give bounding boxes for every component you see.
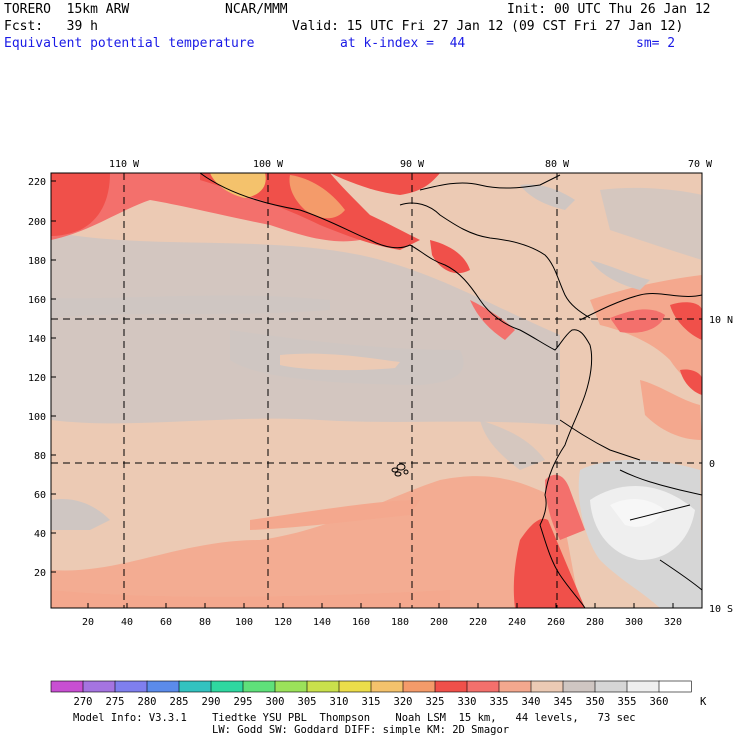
init-time: Init: 00 UTC Thu 26 Jan 12: [507, 2, 711, 17]
colorbar-unit: K: [700, 696, 707, 708]
x-tick-label: 220: [469, 617, 487, 628]
x-tick-label: 320: [664, 617, 682, 628]
x-tick-label: 80: [199, 617, 211, 628]
valid-time: Valid: 15 UTC Fri 27 Jan 12 (09 CST Fri …: [292, 19, 684, 34]
field-name: Equivalent potential temperature: [4, 36, 255, 51]
colorbar-swatch: [178, 680, 212, 693]
grid-lines: [51, 173, 702, 608]
theta-e-field: [51, 173, 702, 608]
x-tick-label: 180: [391, 617, 409, 628]
colorbar-label: 345: [554, 696, 573, 708]
colorbar-label: 315: [362, 696, 381, 708]
colorbar: [50, 680, 692, 693]
colorbar-swatch: [434, 680, 468, 693]
lat-label: 10 S: [709, 604, 733, 615]
colorbar-swatch: [466, 680, 500, 693]
colorbar-swatch: [338, 680, 372, 693]
colorbar-label: 310: [330, 696, 349, 708]
x-axis-ticks: [87, 603, 674, 608]
colorbar-label: 325: [426, 696, 445, 708]
lon-label: 100 W: [253, 159, 284, 170]
x-tick-label: 240: [508, 617, 526, 628]
x-tick-label: 100: [235, 617, 253, 628]
x-tick-label: 40: [121, 617, 133, 628]
colorbar-swatch: [626, 680, 660, 693]
y-tick-label: 180: [28, 256, 46, 267]
colorbar-swatch: [498, 680, 532, 693]
y-tick-labels: 220 200 180 160 140 120 100 80 60 40 20: [28, 177, 46, 579]
x-tick-label: 20: [82, 617, 94, 628]
colorbar-swatch: [82, 680, 116, 693]
colorbar-label: 270: [74, 696, 93, 708]
colorbar-label: 295: [234, 696, 253, 708]
x-tick-label: 300: [625, 617, 643, 628]
colorbar-swatch: [146, 680, 180, 693]
colorbar-swatch: [50, 680, 84, 693]
x-tick-label: 260: [547, 617, 565, 628]
colorbar-label: 305: [298, 696, 317, 708]
model-name: TORERO 15km ARW: [4, 2, 130, 17]
lon-label: 90 W: [400, 159, 425, 170]
y-tick-label: 20: [34, 568, 46, 579]
colorbar-label: 300: [266, 696, 285, 708]
lat-label: 10 N: [709, 315, 733, 326]
colorbar-swatch: [658, 680, 692, 693]
colorbar-swatch: [594, 680, 628, 693]
longitude-labels: 110 W 100 W 90 W 80 W 70 W: [109, 159, 713, 170]
forecast-hour: Fcst: 39 h: [4, 19, 98, 34]
y-tick-label: 200: [28, 217, 46, 228]
colorbar-label: 290: [202, 696, 221, 708]
lat-label: 0: [709, 459, 715, 470]
x-tick-label: 280: [586, 617, 604, 628]
colorbar-swatch: [210, 680, 244, 693]
coastlines: [199, 173, 702, 608]
y-tick-label: 100: [28, 412, 46, 423]
x-tick-label: 120: [274, 617, 292, 628]
colorbar-swatch: [274, 680, 308, 693]
y-tick-label: 220: [28, 177, 46, 188]
colorbar-swatch: [306, 680, 340, 693]
latitude-labels: 10 N 0 10 S: [709, 315, 733, 615]
colorbar-label: 330: [458, 696, 477, 708]
smoothing: sm= 2: [636, 36, 676, 51]
colorbar-label: 285: [170, 696, 189, 708]
y-tick-label: 80: [34, 451, 46, 462]
x-tick-label: 60: [160, 617, 172, 628]
colorbar-label: 355: [618, 696, 637, 708]
level-index: at k-index = 44: [340, 36, 466, 51]
colorbar-swatch: [370, 680, 404, 693]
colorbar-label: 280: [138, 696, 157, 708]
map-frame: [50, 172, 703, 609]
colorbar-swatch: [402, 680, 436, 693]
lon-label: 70 W: [688, 159, 713, 170]
x-tick-labels: 20 40 60 80 100 120 140 160 180 200 220 …: [82, 617, 682, 628]
y-tick-label: 140: [28, 334, 46, 345]
footer-model-info: Model Info: V3.3.1 Tiedtke YSU PBL Thomp…: [73, 712, 636, 724]
x-tick-label: 140: [313, 617, 331, 628]
colorbar-swatch: [530, 680, 564, 693]
y-axis-ticks: [51, 180, 56, 573]
y-tick-label: 40: [34, 529, 46, 540]
lon-label: 80 W: [545, 159, 570, 170]
y-tick-label: 120: [28, 373, 46, 384]
colorbar-swatch: [242, 680, 276, 693]
colorbar-label: 340: [522, 696, 541, 708]
colorbar-swatch: [114, 680, 148, 693]
y-tick-label: 60: [34, 490, 46, 501]
colorbar-labels: 270 275 280 285 290 295 300 305 310 315 320 325 330 3…: [74, 696, 669, 708]
lon-label: 110 W: [109, 159, 140, 170]
x-tick-label: 200: [430, 617, 448, 628]
x-tick-label: 160: [352, 617, 370, 628]
colorbar-label: 320: [394, 696, 413, 708]
colorbar-label: 275: [106, 696, 125, 708]
y-tick-label: 160: [28, 295, 46, 306]
footer-physics-info: LW: Godd SW: Goddard DIFF: simple KM: 2D…: [212, 724, 510, 736]
colorbar-swatch: [562, 680, 596, 693]
colorbar-label: 350: [586, 696, 605, 708]
model-center: NCAR/MMM: [225, 2, 288, 17]
colorbar-label: 335: [490, 696, 509, 708]
colorbar-label: 360: [650, 696, 669, 708]
